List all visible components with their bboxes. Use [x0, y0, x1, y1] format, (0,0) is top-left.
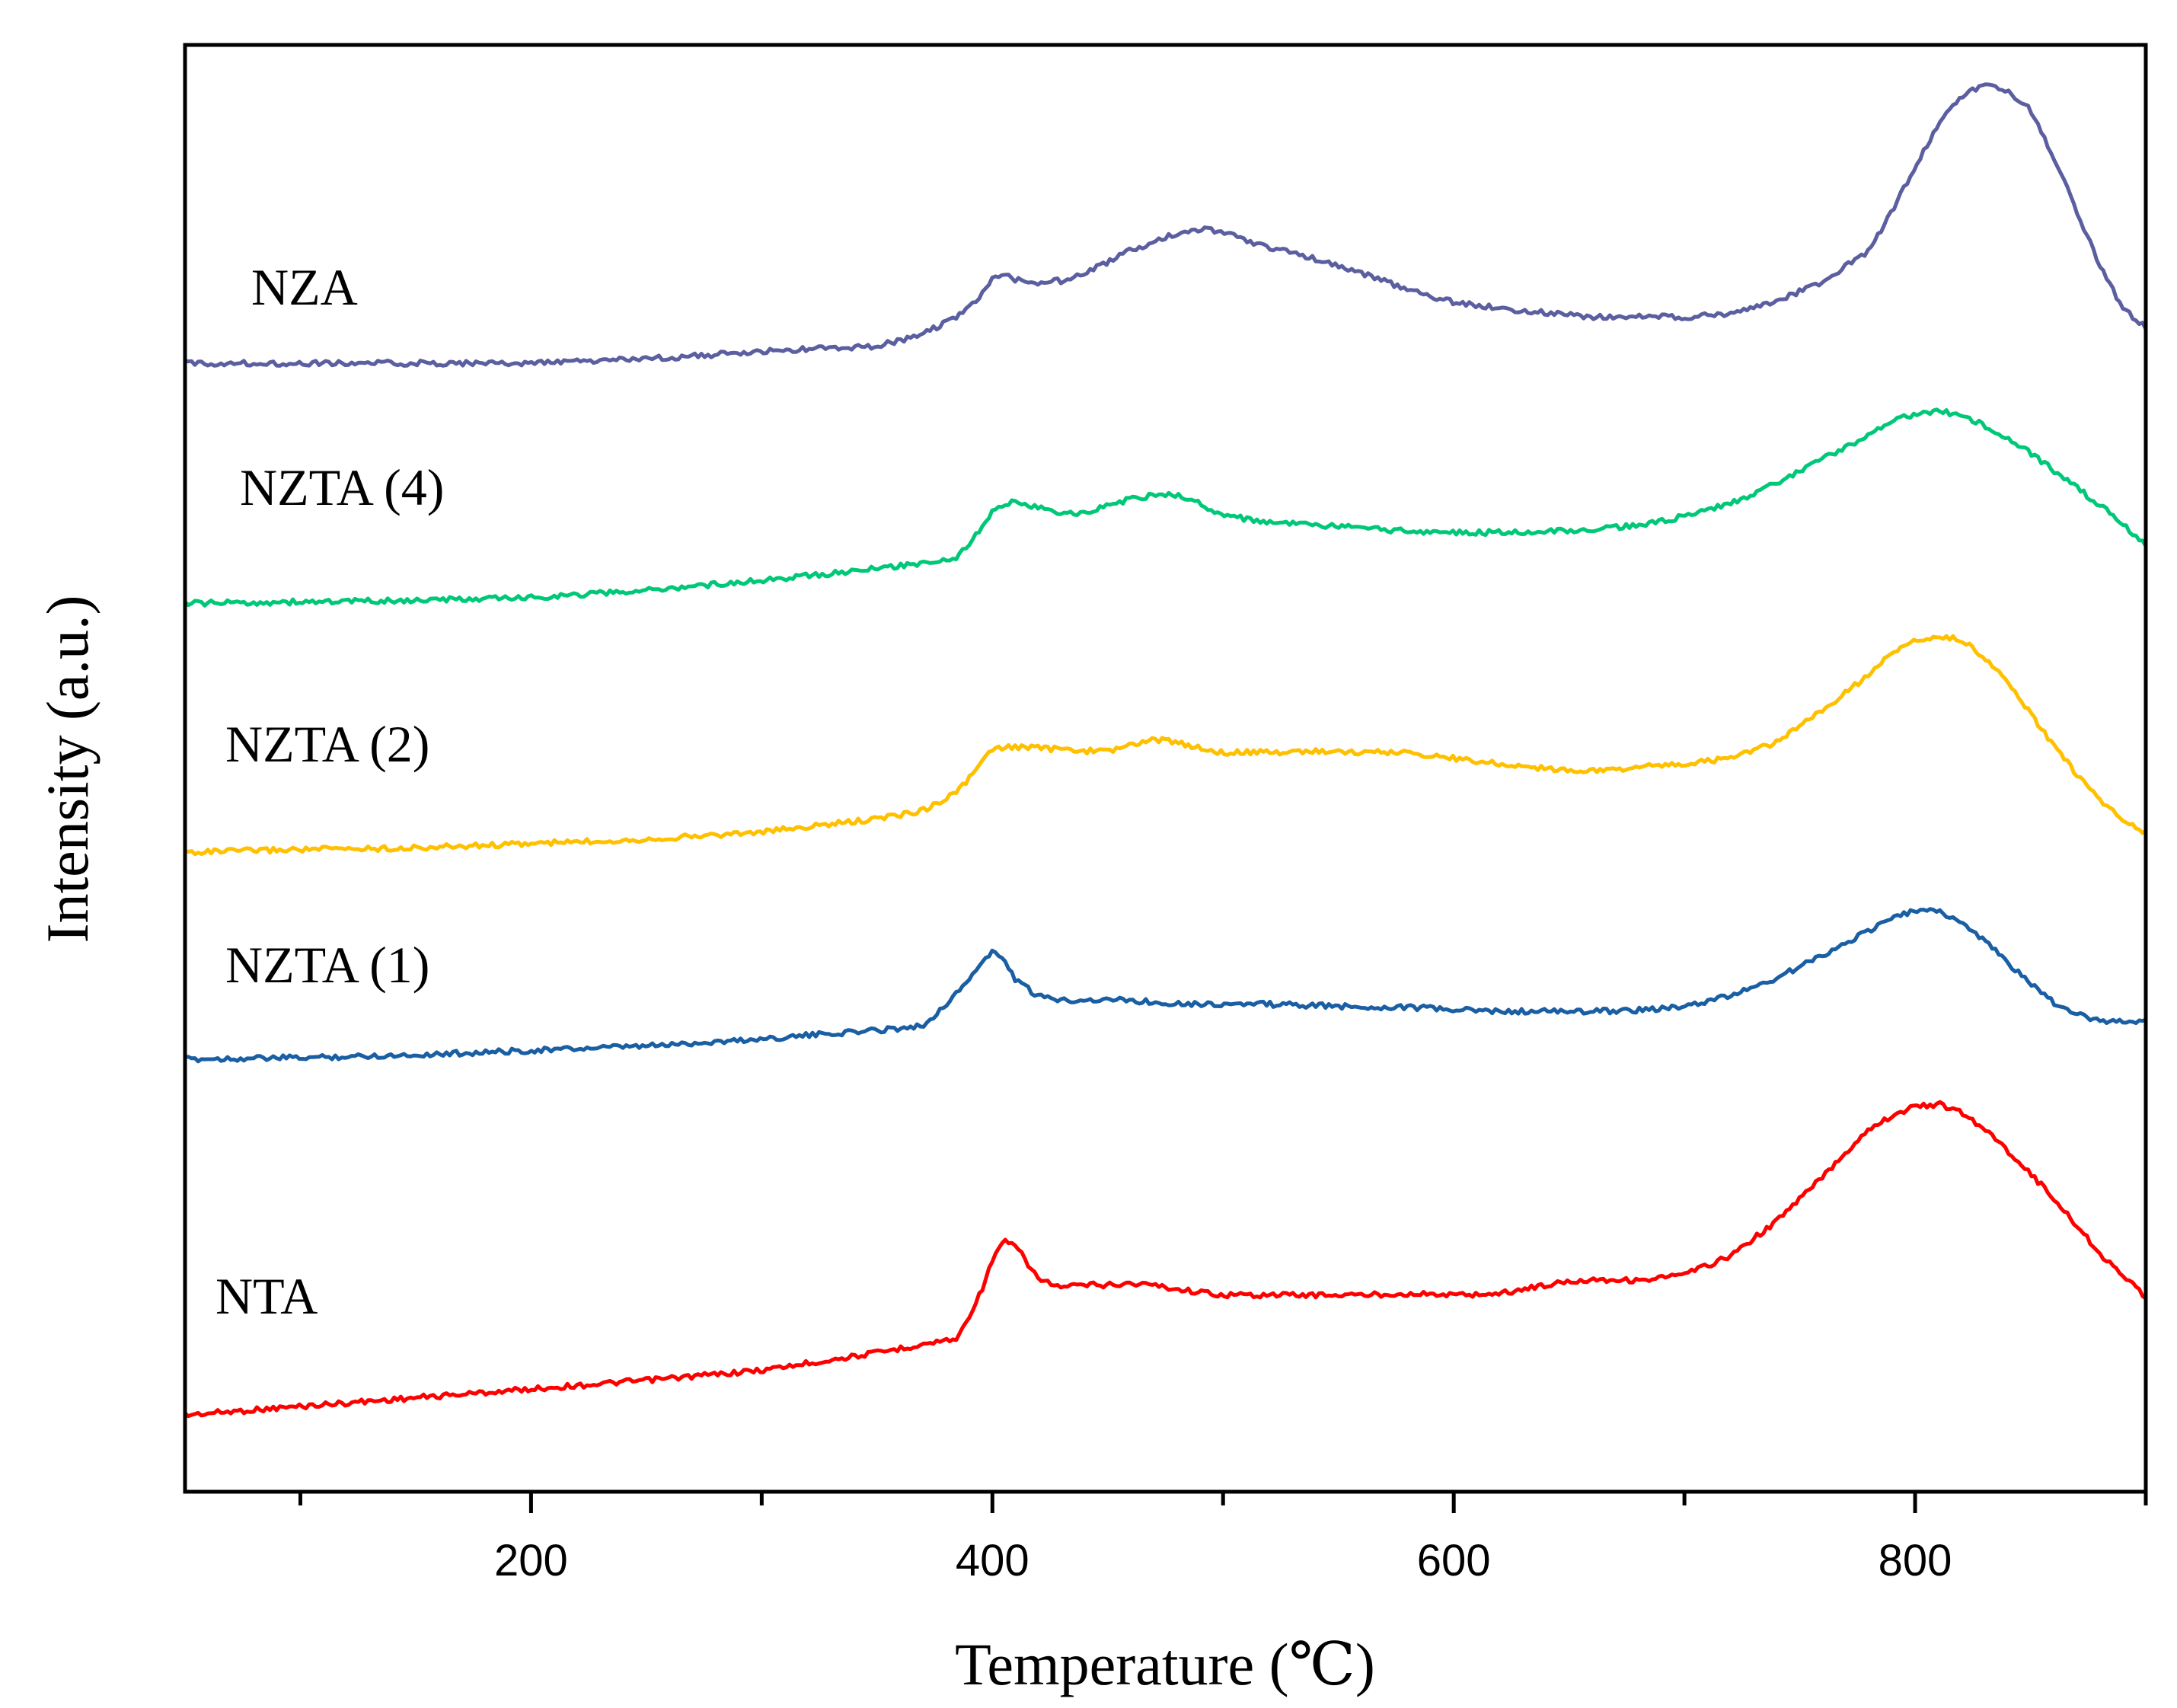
series-label-nta: NTA	[215, 1267, 318, 1325]
x-tick-labels: 200 400 600 800	[494, 1536, 1952, 1585]
series-line-nzta-1	[183, 907, 2148, 1064]
series-label-nzta-1: NZTA (1)	[225, 936, 429, 994]
series-line-nta	[183, 1100, 2148, 1419]
x-tick-label: 400	[956, 1536, 1029, 1585]
series-line-nzta-4	[183, 407, 2148, 608]
series-labels: NZA NZTA (4) NZTA (2) NZTA (1) NTA	[215, 258, 444, 1325]
plot-area: 200 400 600 800 NZA NZTA (4) NZTA (2) NZTA (1)…	[183, 43, 2148, 1585]
x-ticks	[298, 1492, 2148, 1513]
y-axis-label: Intensity (a.u.)	[34, 595, 101, 943]
series-label-nza: NZA	[251, 258, 358, 316]
x-tick-label: 600	[1417, 1536, 1491, 1585]
series-label-nzta-4: NZTA (4)	[240, 458, 444, 516]
axes-frame	[183, 43, 2148, 1494]
x-tick-label: 200	[494, 1536, 568, 1585]
series-label-nzta-2: NZTA (2)	[225, 715, 429, 773]
series-layer	[183, 82, 2148, 1419]
x-tick-label: 800	[1879, 1536, 1952, 1585]
x-axis-label: Temperature (℃)	[955, 1631, 1375, 1697]
series-line-nzta-2	[183, 634, 2148, 857]
series-line-nza	[183, 82, 2148, 368]
